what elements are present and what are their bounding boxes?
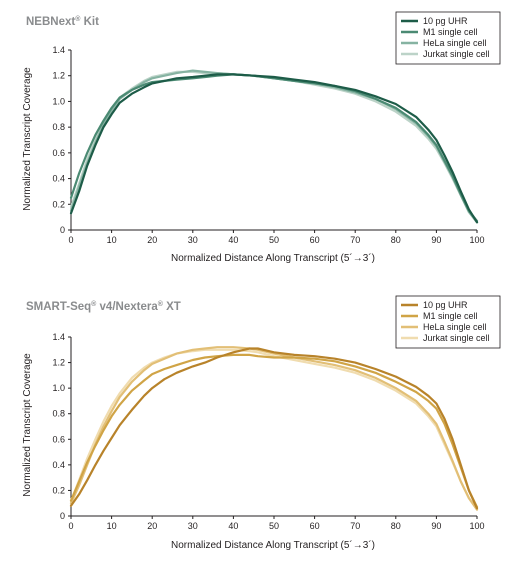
axes: 0 10 20 30 40 50 60 70 80 90 100 0 0.2 0.4 0.6 0.8 1.0 1.… bbox=[52, 45, 484, 245]
x-tick-label: 20 bbox=[147, 521, 157, 531]
y-tick-label: 0.6 bbox=[52, 148, 65, 158]
series-line bbox=[69, 348, 479, 511]
y-tick-label: 0.2 bbox=[52, 485, 65, 495]
y-tick-label: 1.4 bbox=[52, 332, 65, 342]
x-tick-label: 40 bbox=[228, 235, 238, 245]
x-tick-label: 10 bbox=[107, 521, 117, 531]
y-tick-label: 0.4 bbox=[52, 174, 65, 184]
series-line bbox=[69, 73, 479, 224]
series-line bbox=[69, 346, 479, 511]
y-tick-label: 1.0 bbox=[52, 96, 65, 106]
x-tick-label: 0 bbox=[68, 521, 73, 531]
y-tick-label: 0.8 bbox=[52, 122, 65, 132]
x-tick-label: 100 bbox=[469, 235, 484, 245]
series-lines bbox=[69, 346, 479, 511]
chart-panel-smartseq: SMART-Seq® v4/Nextera® XT Normalized Tra… bbox=[22, 295, 501, 551]
x-tick-label: 100 bbox=[469, 521, 484, 531]
y-tick-label: 1.0 bbox=[52, 383, 65, 393]
y-axis-label: Normalized Transcript Coverage bbox=[22, 67, 33, 211]
x-tick-label: 80 bbox=[391, 235, 401, 245]
axes: 0 10 20 30 40 50 60 70 80 90 100 0 0.2 0.4 0.6 0.8 1.0 1.… bbox=[52, 332, 484, 531]
legend-label: M1 single cell bbox=[423, 311, 478, 321]
y-tick-label: 1.4 bbox=[52, 45, 65, 55]
x-tick-label: 70 bbox=[350, 235, 360, 245]
chart-title: SMART-Seq® v4/Nextera® XT bbox=[26, 300, 181, 313]
series-line bbox=[69, 347, 479, 510]
y-tick-label: 0.4 bbox=[52, 460, 65, 470]
y-tick-label: 0.6 bbox=[52, 434, 65, 444]
x-axis-label: Normalized Distance Along Transcript (5´… bbox=[171, 252, 375, 264]
legend-label: HeLa single cell bbox=[423, 38, 487, 48]
legend-label: 10 pg UHR bbox=[423, 16, 468, 26]
x-tick-label: 50 bbox=[269, 521, 279, 531]
y-axis-label: Normalized Transcript Coverage bbox=[22, 353, 33, 497]
x-tick-label: 90 bbox=[431, 521, 441, 531]
x-tick-label: 70 bbox=[350, 521, 360, 531]
y-tick-label: 0.2 bbox=[52, 199, 65, 209]
legend-label: M1 single cell bbox=[423, 27, 478, 37]
x-tick-label: 0 bbox=[68, 235, 73, 245]
x-tick-label: 80 bbox=[391, 521, 401, 531]
legend-label: 10 pg UHR bbox=[423, 300, 468, 310]
y-tick-label: 1.2 bbox=[52, 71, 65, 81]
x-tick-label: 50 bbox=[269, 235, 279, 245]
y-tick-label: 0.8 bbox=[52, 409, 65, 419]
series-line bbox=[69, 353, 479, 509]
x-axis-label: Normalized Distance Along Transcript (5´… bbox=[171, 539, 375, 551]
x-tick-label: 10 bbox=[107, 235, 117, 245]
chart-title: NEBNext® Kit bbox=[26, 15, 99, 28]
legend-label: HeLa single cell bbox=[423, 322, 487, 332]
x-tick-label: 90 bbox=[431, 235, 441, 245]
x-tick-label: 60 bbox=[310, 235, 320, 245]
series-lines bbox=[69, 69, 479, 224]
x-tick-label: 60 bbox=[310, 521, 320, 531]
y-tick-label: 1.2 bbox=[52, 358, 65, 368]
legend-label: Jurkat single cell bbox=[423, 49, 490, 59]
x-tick-label: 30 bbox=[188, 521, 198, 531]
x-tick-label: 20 bbox=[147, 235, 157, 245]
legend-label: Jurkat single cell bbox=[423, 333, 490, 343]
chart-panel-nebnext: NEBNext® Kit Normalized Transcript Cover… bbox=[22, 11, 501, 264]
x-tick-label: 30 bbox=[188, 235, 198, 245]
y-tick-label: 0 bbox=[60, 511, 65, 521]
x-tick-label: 40 bbox=[228, 521, 238, 531]
y-tick-label: 0 bbox=[60, 225, 65, 235]
series-line bbox=[69, 73, 479, 223]
